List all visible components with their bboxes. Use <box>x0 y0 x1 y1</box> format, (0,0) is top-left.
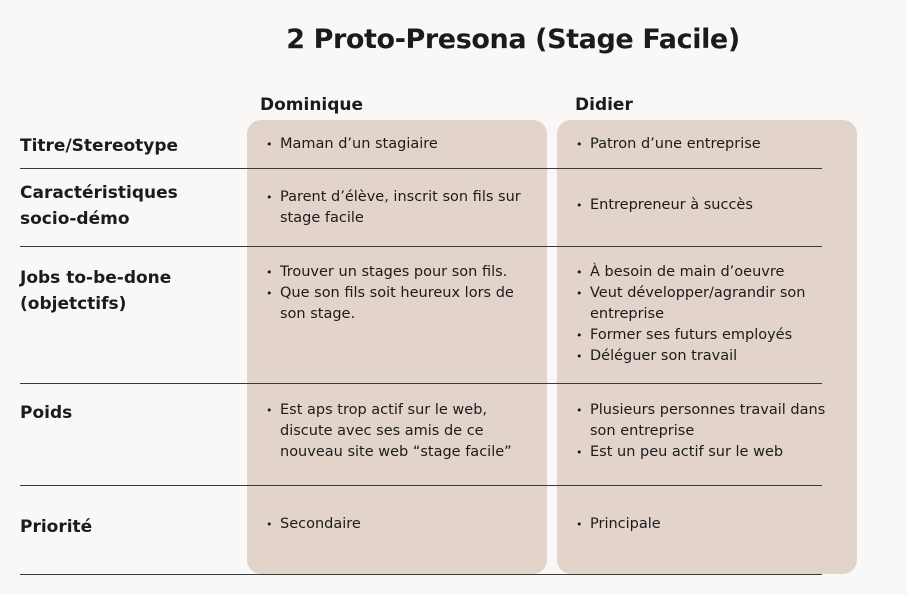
row-divider <box>20 383 822 384</box>
list-item: Que son fils soit heureux lors de son st… <box>264 283 534 325</box>
page-title: 2 Proto-Presona (Stage Facile) <box>286 24 740 55</box>
list-item: Veut développer/agrandir son entreprise <box>574 283 846 325</box>
cell-dominique-poids: Est aps trop actif sur le web, discute a… <box>264 400 534 463</box>
list-item: Secondaire <box>264 514 534 535</box>
list-item: Est aps trop actif sur le web, discute a… <box>264 400 534 463</box>
list-item: Maman d’un stagiaire <box>264 134 534 155</box>
cell-dominique-priorite: Secondaire <box>264 514 534 535</box>
list-item: Est un peu actif sur le web <box>574 442 846 463</box>
column-header-didier: Didier <box>575 95 633 115</box>
list-item: Déléguer son travail <box>574 346 846 367</box>
row-label-poids: Poids <box>20 403 73 423</box>
row-label-socio-demo: Caractéristiques socio-démo <box>20 183 178 229</box>
list-item: Former ses futurs employés <box>574 325 846 346</box>
cell-didier-poids: Plusieurs personnes travail dans son ent… <box>574 400 846 463</box>
row-label-priorite: Priorité <box>20 517 93 537</box>
row-divider <box>20 246 822 247</box>
list-item: Entrepreneur à succès <box>574 195 846 216</box>
cell-dominique-jobs: Trouver un stages pour son fils. Que son… <box>264 262 534 325</box>
cell-dominique-socio-demo: Parent d’élève, inscrit son fils sur sta… <box>264 187 534 229</box>
row-divider <box>20 485 822 486</box>
row-divider <box>20 574 822 575</box>
row-divider <box>20 168 822 169</box>
cell-didier-titre: Patron d’une entreprise <box>574 134 846 155</box>
row-label-jobs: Jobs to-be-done (objetctifs) <box>20 268 172 314</box>
list-item: Plusieurs personnes travail dans son ent… <box>574 400 846 442</box>
list-item: À besoin de main d’oeuvre <box>574 262 846 283</box>
row-label-titre: Titre/Stereotype <box>20 136 179 156</box>
list-item: Patron d’une entreprise <box>574 134 846 155</box>
cell-didier-socio-demo: Entrepreneur à succès <box>574 195 846 216</box>
cell-dominique-titre: Maman d’un stagiaire <box>264 134 534 155</box>
list-item: Trouver un stages pour son fils. <box>264 262 534 283</box>
list-item: Parent d’élève, inscrit son fils sur sta… <box>264 187 534 229</box>
cell-didier-jobs: À besoin de main d’oeuvre Veut développe… <box>574 262 846 367</box>
cell-didier-priorite: Principale <box>574 514 846 535</box>
list-item: Principale <box>574 514 846 535</box>
column-header-dominique: Dominique <box>260 95 364 115</box>
